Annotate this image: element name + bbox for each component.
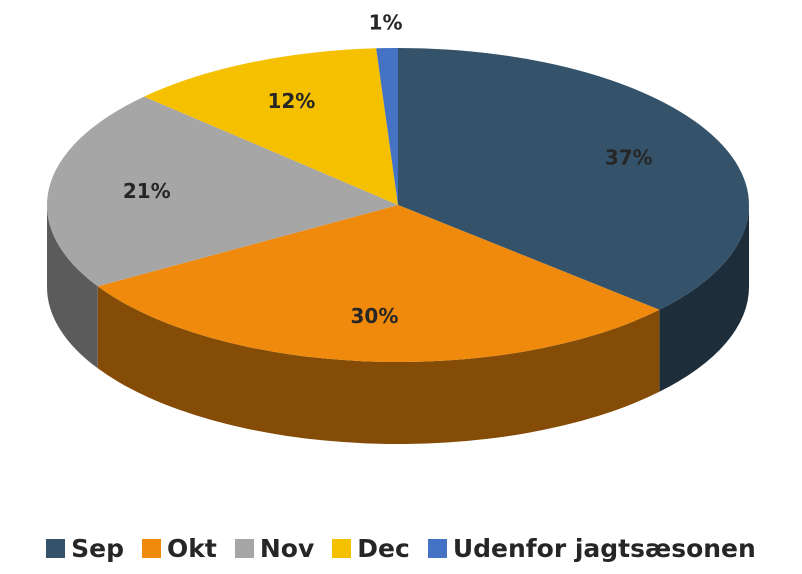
legend: Sep Okt Nov Dec Udenfor jagtsæsonen [0,534,802,563]
slice [97,205,660,362]
legend-swatch [142,539,162,558]
legend-swatch [234,539,254,558]
data-label: 30% [351,304,399,328]
legend-label: Dec [357,534,410,563]
legend-item: Sep [46,534,124,563]
legend-item: Dec [332,534,410,563]
data-label: 12% [267,89,315,113]
slice [376,48,398,205]
slice-side [659,205,749,392]
legend-item: Udenfor jagtsæsonen [427,534,756,563]
data-label: 37% [605,145,653,169]
legend-swatch [427,539,447,558]
legend-label: Nov [259,534,315,563]
chart: 37% 30% 21% 12% 1% [46,11,750,445]
slice-side [47,205,98,369]
legend-swatch [46,539,66,558]
slice [46,96,399,287]
legend-label: Udenfor jagtsæsonen [452,534,756,563]
slice-side [97,286,660,445]
slice [398,48,750,310]
legend-item: Nov [234,534,315,563]
legend-label: Okt [167,534,217,563]
data-label: 21% [123,179,171,203]
slice [144,48,398,206]
data-label: 1% [369,11,403,35]
legend-item: Okt [142,534,217,563]
legend-swatch [332,539,352,558]
legend-label: Sep [71,534,125,563]
